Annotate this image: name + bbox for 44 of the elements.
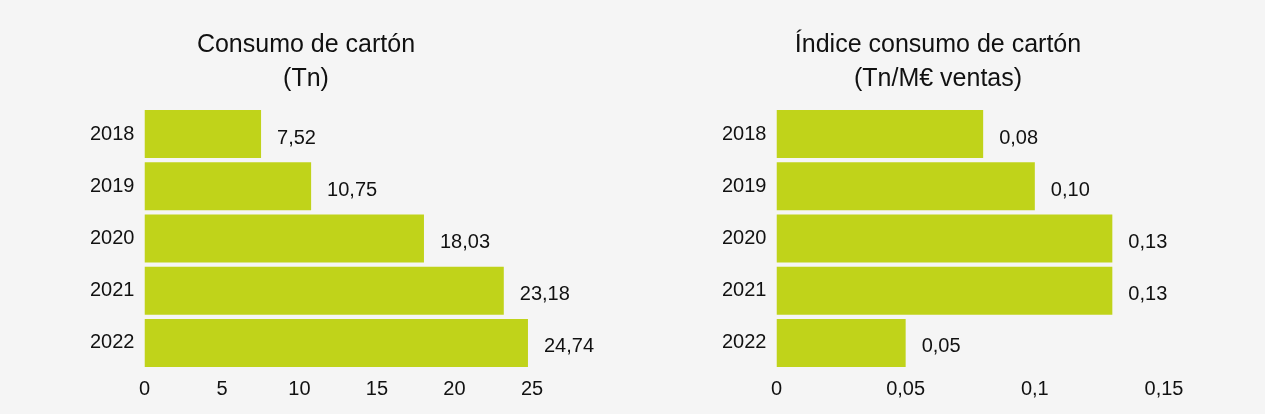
data-label: 24,74 (543, 334, 595, 357)
bar (144, 162, 312, 211)
bar (144, 110, 262, 159)
y-tick-label: 2019 (89, 173, 135, 196)
y-tick-label: 2021 (721, 278, 767, 301)
x-tick-label: 0,1 (1020, 376, 1049, 399)
chart-title: Consumo de cartón (196, 28, 416, 57)
bar (144, 266, 504, 315)
data-label: 0,13 (1128, 230, 1168, 253)
x-tick-label: 0,15 (1144, 376, 1184, 399)
data-label: 10,75 (327, 177, 378, 200)
y-tick-label: 2020 (721, 226, 767, 249)
data-label: 23,18 (519, 282, 570, 305)
data-label: 0,08 (999, 125, 1039, 148)
data-label: 7,52 (277, 125, 316, 148)
x-tick-label: 0 (770, 376, 783, 399)
chart-subtitle: (Tn/M€ ventas) (853, 62, 1023, 91)
chart-subtitle: (Tn) (283, 62, 329, 91)
y-tick-label: 2020 (89, 226, 135, 249)
bar (776, 110, 984, 159)
y-tick-label: 2019 (721, 173, 767, 196)
y-tick-label: 2018 (721, 121, 767, 144)
y-tick-label: 2021 (89, 278, 135, 301)
y-tick-label: 2022 (721, 330, 767, 353)
x-tick-label: 0,05 (886, 376, 926, 399)
bar (776, 162, 1035, 211)
data-label: 0,10 (1050, 177, 1090, 200)
x-tick-label: 5 (216, 376, 228, 399)
data-label: 0,13 (1128, 282, 1168, 305)
bar (144, 318, 528, 367)
data-label: 18,03 (439, 230, 491, 253)
x-tick-label: 15 (365, 376, 389, 399)
x-tick-label: 0 (138, 376, 151, 399)
chart-title: Índice consumo de cartón (794, 28, 1082, 57)
bar (776, 266, 1113, 315)
x-tick-label: 20 (443, 376, 466, 399)
bar (776, 318, 906, 367)
x-tick-label: 25 (520, 376, 544, 399)
x-tick-label: 10 (288, 376, 311, 399)
y-tick-label: 2018 (89, 121, 135, 144)
bar (776, 214, 1113, 263)
bar (144, 214, 424, 263)
data-label: 0,05 (921, 334, 961, 357)
y-tick-label: 2022 (89, 330, 135, 353)
